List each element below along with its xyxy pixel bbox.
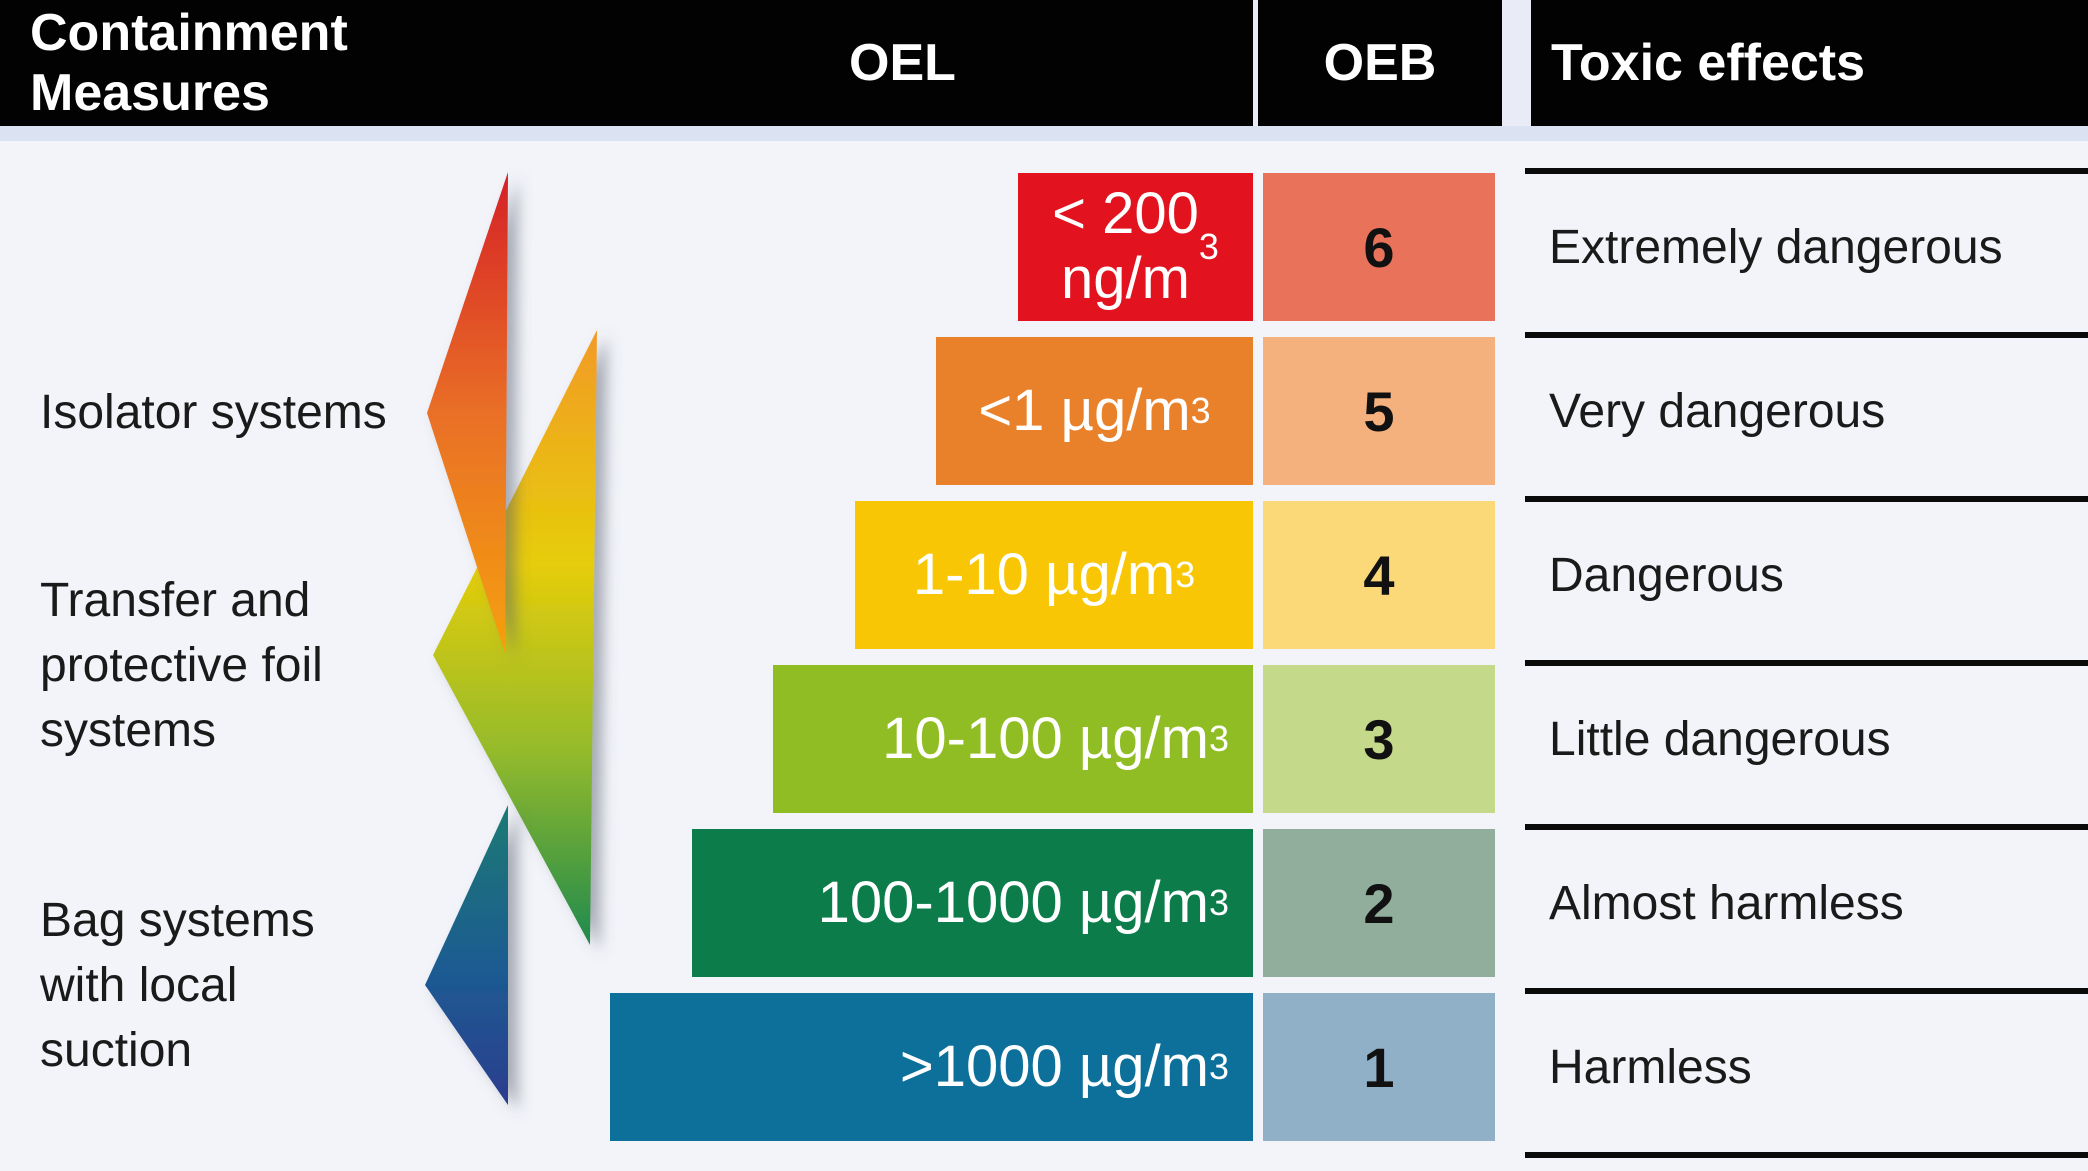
transfer-systems-arrow: [433, 330, 597, 945]
oel-bar-4: 1-10 µg/m 3: [855, 501, 1253, 649]
oeb-cell-3: 3: [1263, 665, 1495, 813]
label-transfer-protective-foil-systems: Transfer and protective foil systems: [40, 574, 323, 757]
label-isolator-systems: Isolator systems: [40, 386, 387, 439]
toxic-separator-line: [1525, 988, 2088, 994]
header-containment-measures: Containment Measures: [0, 0, 568, 126]
toxic-separator-line: [1525, 660, 2088, 666]
oel-bar-1: >1000 µg/m 3: [610, 993, 1253, 1141]
oeb-cell-5: 5: [1263, 337, 1495, 485]
toxic-effect-1: Harmless: [1549, 1040, 1752, 1094]
toxic-separator-line: [1525, 496, 2088, 502]
toxic-separator-line: [1525, 168, 2088, 174]
oel-bar-5: <1 µg/m 3: [936, 337, 1253, 485]
label-bag-systems-local-suction: Bag systems with local suction: [40, 894, 315, 1077]
toxic-effect-4: Dangerous: [1549, 548, 1784, 602]
toxic-effect-2: Almost harmless: [1549, 876, 1904, 930]
oel-bar-2: 100-1000 µg/m 3: [692, 829, 1253, 977]
header-underline-strip: [0, 126, 2088, 141]
bag-systems-arrow: [425, 805, 508, 1105]
isolator-systems-arrow: [427, 172, 508, 653]
oel-bar-6: < 200 ng/m 3: [1018, 173, 1253, 321]
header-toxic-effects: Toxic effects: [1531, 0, 2088, 126]
oeb-cell-1: 1: [1263, 993, 1495, 1141]
toxic-effect-6: Extremely dangerous: [1549, 220, 2003, 274]
toxic-separator-line: [1525, 332, 2088, 338]
oeb-cell-2: 2: [1263, 829, 1495, 977]
toxic-effect-5: Very dangerous: [1549, 384, 1886, 438]
header-oeb: OEB: [1258, 0, 1502, 126]
toxic-effect-3: Little dangerous: [1549, 712, 1891, 766]
containment-gradient-arrows: [425, 172, 597, 1105]
toxic-separator-line: [1525, 1152, 2088, 1158]
oel-bar-3: 10-100 µg/m 3: [773, 665, 1253, 813]
oeb-cell-6: 6: [1263, 173, 1495, 321]
header-oel: OEL: [552, 0, 1253, 126]
toxic-separator-line: [1525, 824, 2088, 830]
oeb-cell-4: 4: [1263, 501, 1495, 649]
header-row: Containment Measures OEL OEB Toxic effec…: [0, 0, 2088, 126]
